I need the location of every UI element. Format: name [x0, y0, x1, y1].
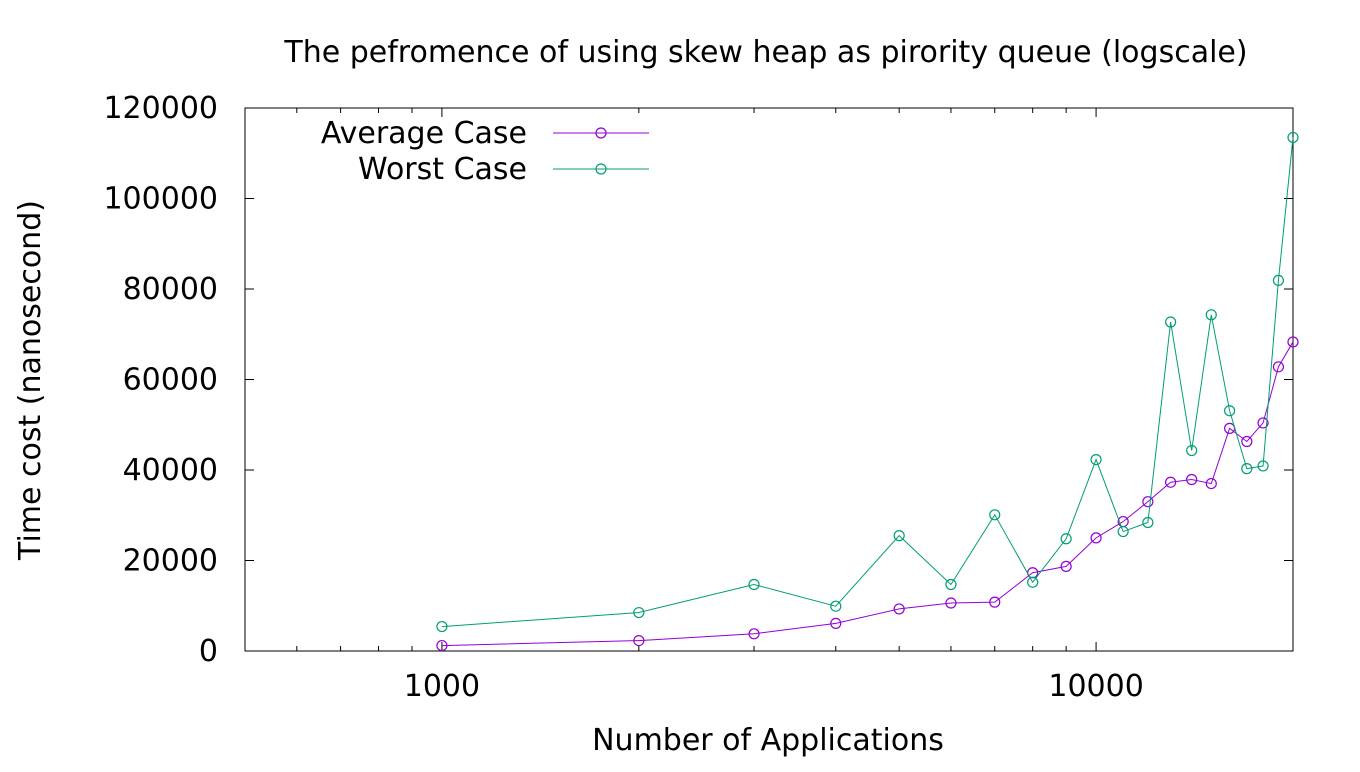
data-point-average-case [1090, 532, 1102, 544]
data-point-average-case [830, 617, 842, 629]
y-tick-label: 120000 [103, 91, 218, 126]
x-tick-label: 10000 [1048, 669, 1143, 704]
data-point-average-case [989, 596, 1001, 608]
data-point-worst-case [633, 606, 645, 619]
data-point-worst-case [1165, 316, 1177, 328]
plot-frame [244, 107, 1294, 652]
data-point-worst-case [1142, 516, 1154, 529]
data-point-average-case [1205, 477, 1217, 490]
x-axis-ticks: 1000 10000 [244, 108, 1294, 704]
y-tick-label: 60000 [123, 363, 218, 398]
y-tick-label: 20000 [123, 544, 218, 579]
data-point-average-case [1257, 417, 1269, 429]
data-point-average-case [1142, 496, 1154, 508]
y-tick-label: 80000 [123, 272, 218, 307]
data-point-worst-case [893, 530, 905, 542]
series-group [436, 131, 1299, 652]
data-point-worst-case [1090, 453, 1102, 466]
data-point-average-case [633, 634, 645, 647]
data-point-average-case [1186, 473, 1198, 486]
y-axis-label: Time cost (nanosecond) [13, 200, 48, 561]
chart-title: The pefromence of using skew heap as pir… [283, 35, 1247, 70]
data-point-worst-case [830, 600, 842, 612]
series-line-average-case [441, 341, 1294, 647]
series-line-worst-case [441, 137, 1294, 628]
legend-marker-worst-case [595, 163, 607, 175]
data-point-worst-case [1186, 444, 1198, 457]
data-point-worst-case [1257, 460, 1269, 472]
data-point-average-case [945, 597, 957, 609]
y-axis-ticks: 0 20000 40000 60000 80000 100000 120000 [103, 91, 1293, 669]
data-point-average-case [1165, 476, 1177, 488]
data-point-average-case [1060, 560, 1072, 572]
data-point-average-case [436, 639, 448, 652]
legend-label-worst-case: Worst Case [358, 152, 527, 187]
legend-marker-average-case [595, 127, 607, 139]
data-point-worst-case [1205, 309, 1217, 321]
data-point-worst-case [1060, 533, 1072, 545]
data-point-worst-case [1272, 274, 1285, 287]
data-point-worst-case [989, 509, 1001, 521]
y-tick-label: 0 [199, 634, 218, 669]
data-point-worst-case [945, 578, 957, 591]
data-point-worst-case [1224, 405, 1236, 417]
data-point-worst-case [1027, 576, 1039, 588]
plot-border [244, 107, 1294, 652]
data-point-worst-case [436, 620, 448, 633]
y-tick-label: 100000 [103, 182, 218, 217]
data-point-average-case [1241, 435, 1253, 448]
x-axis-label: Number of Applications [592, 723, 944, 758]
legend-label-average-case: Average Case [321, 116, 527, 151]
data-point-worst-case [1241, 463, 1253, 475]
data-point-worst-case [1117, 525, 1129, 538]
data-point-worst-case [748, 578, 760, 591]
data-point-average-case [748, 628, 760, 640]
data-point-average-case [1272, 361, 1285, 373]
data-point-average-case [893, 603, 905, 615]
y-tick-label: 40000 [123, 453, 218, 488]
data-point-worst-case [1287, 131, 1299, 144]
data-point-average-case [1287, 336, 1299, 348]
x-tick-label: 1000 [404, 669, 480, 704]
